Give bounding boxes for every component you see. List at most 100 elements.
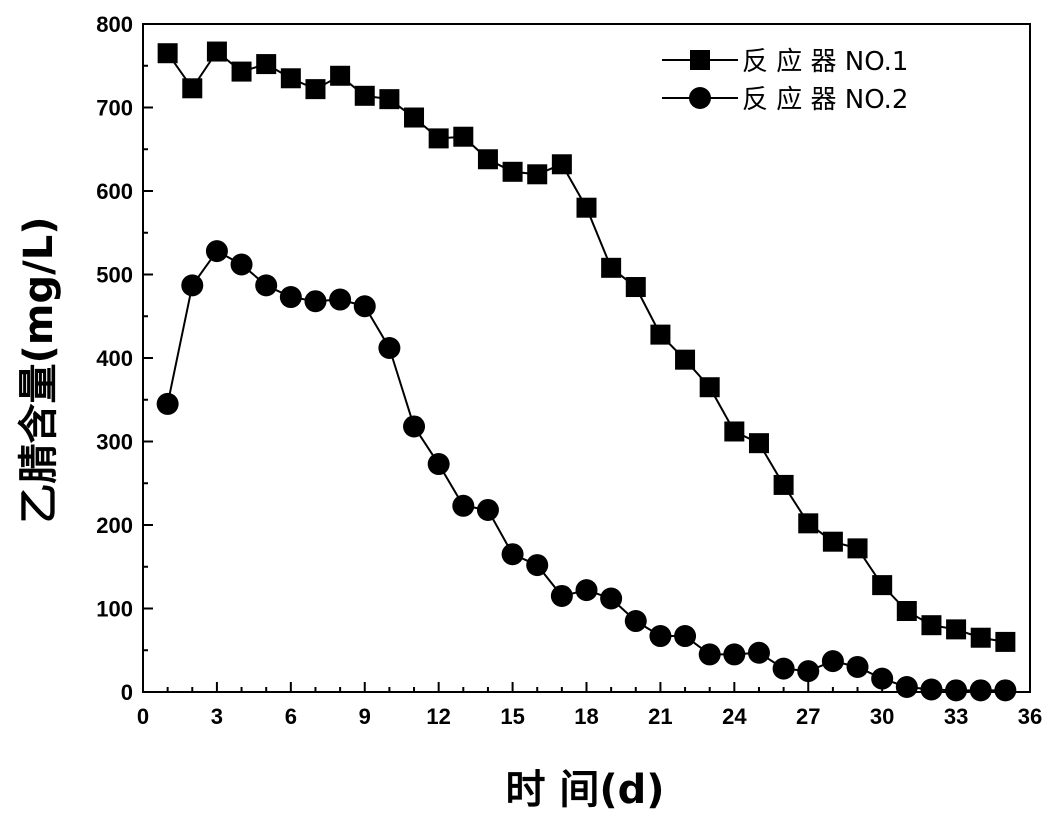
- data-point-square: [625, 277, 646, 298]
- data-point-circle: [723, 643, 746, 666]
- data-point-square: [601, 257, 622, 278]
- data-point-circle: [329, 288, 352, 311]
- data-point-square: [675, 349, 696, 370]
- data-point-circle: [674, 625, 697, 648]
- x-tick-label: 3: [211, 704, 223, 729]
- data-point-circle: [600, 587, 623, 610]
- data-point-circle: [279, 286, 302, 309]
- data-point-circle: [501, 543, 524, 566]
- data-point-square: [280, 68, 301, 89]
- data-point-circle: [255, 274, 278, 297]
- data-point-circle: [895, 675, 918, 698]
- y-tick-label: 600: [96, 179, 133, 204]
- y-tick-label: 800: [96, 12, 133, 37]
- data-point-circle: [403, 415, 426, 438]
- data-point-circle: [846, 655, 869, 678]
- data-point-square: [748, 433, 769, 454]
- data-point-circle: [624, 610, 647, 633]
- x-tick-label: 18: [574, 704, 598, 729]
- data-point-circle: [994, 679, 1017, 702]
- data-point-circle: [747, 641, 770, 664]
- data-point-square: [182, 78, 203, 99]
- data-point-square: [896, 601, 917, 622]
- data-point-circle: [427, 453, 450, 476]
- series-layer: [156, 41, 1017, 702]
- data-point-circle: [698, 643, 721, 666]
- y-axis-title: 乙腈含量(mg/L): [16, 217, 62, 524]
- data-point-circle: [378, 336, 401, 359]
- data-point-square: [970, 627, 991, 648]
- data-point-square: [354, 85, 375, 106]
- data-point-square: [995, 631, 1016, 652]
- x-axis-ticks: 0 3 6 9 12 15 18 21 24 27 30 33 36: [137, 682, 1042, 729]
- data-point-circle: [649, 625, 672, 648]
- y-tick-label: 300: [96, 430, 133, 455]
- data-point-square: [773, 474, 794, 495]
- data-point-square: [502, 161, 523, 182]
- data-point-square: [847, 538, 868, 559]
- legend-label: 反 应 器 NO.1: [742, 47, 908, 77]
- data-point-square: [946, 619, 967, 640]
- y-tick-label: 400: [96, 346, 133, 371]
- data-point-square: [404, 107, 425, 128]
- data-point-square: [206, 41, 227, 62]
- series-line: [166, 249, 1006, 692]
- series-1: [157, 41, 1016, 652]
- data-point-square: [872, 575, 893, 596]
- data-point-circle: [871, 667, 894, 690]
- x-tick-label: 33: [944, 704, 968, 729]
- data-point-square: [231, 61, 252, 82]
- x-tick-label: 12: [426, 704, 450, 729]
- y-axis-ticks: 0 100 200 300 400 500 600 700 800: [96, 12, 153, 705]
- data-point-circle: [969, 679, 992, 702]
- data-point-circle: [772, 657, 795, 680]
- x-tick-label: 24: [722, 704, 747, 729]
- data-point-square: [798, 513, 819, 534]
- x-tick-label: 36: [1018, 704, 1042, 729]
- data-point-square: [551, 154, 572, 175]
- x-tick-label: 9: [359, 704, 371, 729]
- data-point-square: [477, 149, 498, 170]
- data-point-square: [305, 79, 326, 100]
- data-point-circle: [821, 650, 844, 673]
- data-point-square: [330, 65, 351, 86]
- x-tick-label: 27: [796, 704, 820, 729]
- data-point-square: [453, 126, 474, 147]
- data-point-square: [428, 128, 449, 149]
- legend-marker-square: [690, 50, 710, 70]
- series-2: [156, 240, 1017, 702]
- y-tick-label: 500: [96, 263, 133, 288]
- data-point-circle: [156, 392, 179, 415]
- data-point-square: [650, 324, 671, 345]
- data-point-square: [527, 164, 548, 185]
- data-point-circle: [304, 290, 327, 313]
- x-tick-label: 21: [648, 704, 672, 729]
- data-point-circle: [353, 295, 376, 318]
- y-tick-label: 100: [96, 597, 133, 622]
- data-point-circle: [550, 584, 573, 607]
- data-point-square: [576, 197, 597, 218]
- data-point-circle: [452, 494, 475, 517]
- data-point-circle: [205, 240, 228, 263]
- x-axis-title: 时 间(d): [505, 767, 664, 813]
- legend-marker-circle: [689, 87, 711, 109]
- data-point-circle: [526, 554, 549, 577]
- data-point-square: [822, 531, 843, 552]
- data-point-square: [157, 43, 178, 64]
- data-point-square: [256, 54, 277, 75]
- data-point-circle: [920, 678, 943, 701]
- data-point-circle: [476, 498, 499, 521]
- data-point-square: [724, 421, 745, 442]
- y-tick-label: 700: [96, 96, 133, 121]
- series-line: [166, 50, 1006, 643]
- data-point-circle: [945, 679, 968, 702]
- data-point-square: [921, 615, 942, 636]
- legend: 反 应 器 NO.1 反 应 器 NO.2: [662, 47, 908, 115]
- data-point-circle: [575, 579, 598, 602]
- y-tick-label: 200: [96, 513, 133, 538]
- x-tick-label: 0: [137, 704, 149, 729]
- data-point-circle: [797, 660, 820, 683]
- data-point-circle: [230, 253, 253, 276]
- data-point-square: [379, 89, 400, 110]
